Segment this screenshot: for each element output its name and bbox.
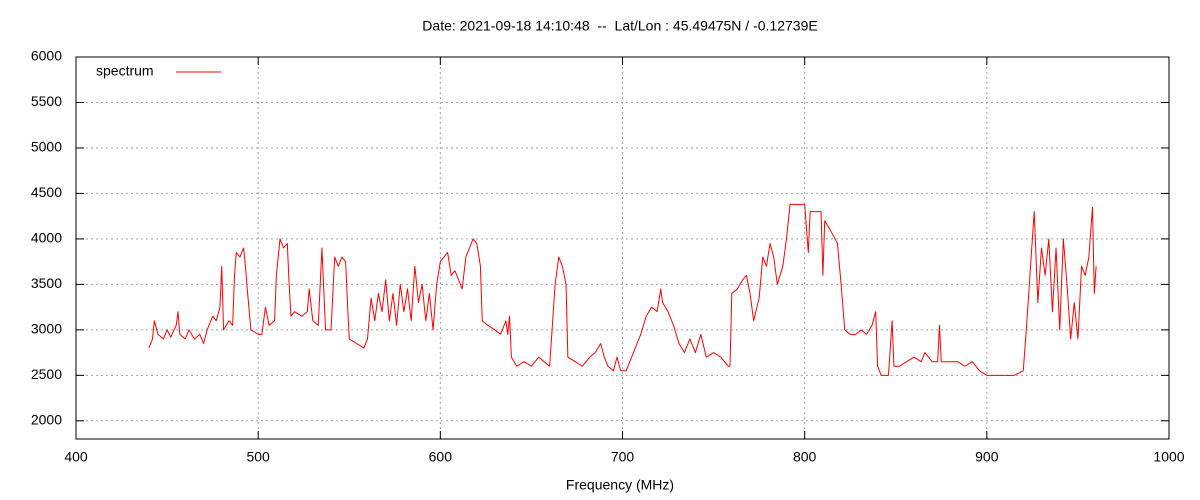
y-tick-label: 5000 (31, 139, 62, 155)
x-tick-label: 700 (611, 449, 635, 465)
y-tick-label: 3000 (31, 321, 62, 337)
x-axis-label: Frequency (MHz) (566, 477, 674, 493)
x-tick-label: 900 (975, 449, 999, 465)
plot-border (75, 56, 1170, 440)
y-tick-label: 6000 (31, 48, 62, 64)
y-tick-label: 4000 (31, 230, 62, 246)
x-tick-label: 600 (429, 449, 453, 465)
y-tick-label: 2000 (31, 412, 62, 428)
y-tick-label: 5500 (31, 93, 62, 109)
spectrum-line (148, 203, 1097, 376)
legend-label: spectrum (96, 63, 154, 79)
y-tick-label: 3500 (31, 275, 62, 291)
x-tick-label: 800 (793, 449, 817, 465)
x-tick-label: 500 (246, 449, 270, 465)
x-tick-label: 1000 (1153, 449, 1184, 465)
x-tick-label: 400 (64, 449, 88, 465)
chart-title: Date: 2021-09-18 14:10:48 -- Lat/Lon : 4… (422, 18, 817, 34)
y-tick-label: 4500 (31, 184, 62, 200)
y-tick-label: 2500 (31, 366, 62, 382)
